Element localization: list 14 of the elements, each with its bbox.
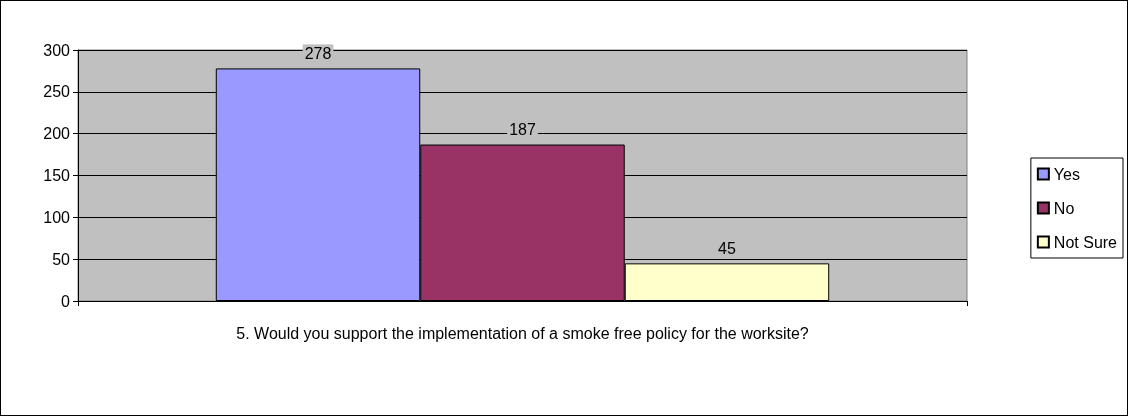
y-tick-label: 0 <box>61 292 71 310</box>
legend-label: Yes <box>1053 165 1080 183</box>
data-label: 187 <box>509 121 536 139</box>
legend-label: No <box>1053 199 1075 217</box>
legend-label: Not Sure <box>1053 233 1118 251</box>
y-tick-label: 300 <box>43 41 71 59</box>
x-tick-label: 5. Would you support the implementation of a smoke free policy for the worksite? <box>236 324 809 342</box>
data-label: 45 <box>718 239 736 257</box>
y-tick-label: 100 <box>43 208 71 226</box>
y-tick-label: 200 <box>43 125 71 143</box>
y-tick-label: 150 <box>43 167 71 184</box>
y-tick-label: 50 <box>52 250 71 268</box>
y-tick-label: 250 <box>43 83 71 101</box>
data-label: 278 <box>304 44 332 62</box>
